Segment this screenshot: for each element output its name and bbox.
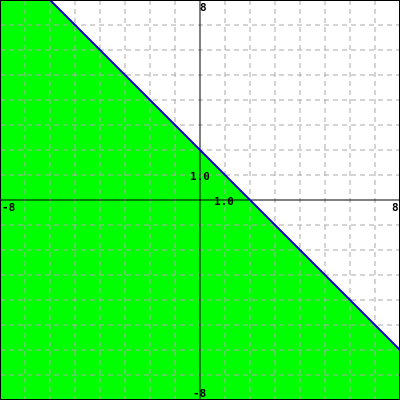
x-max-tick-label: 8 (392, 201, 399, 214)
x-unit-tick-label: 1.0 (214, 195, 234, 208)
y-min-tick-label: -8 (193, 387, 206, 400)
y-unit-tick-label: 1.0 (190, 170, 210, 183)
y-max-tick-label: 8 (200, 1, 207, 14)
x-min-tick-label: -8 (2, 201, 15, 214)
boundary-line (49, 0, 400, 351)
